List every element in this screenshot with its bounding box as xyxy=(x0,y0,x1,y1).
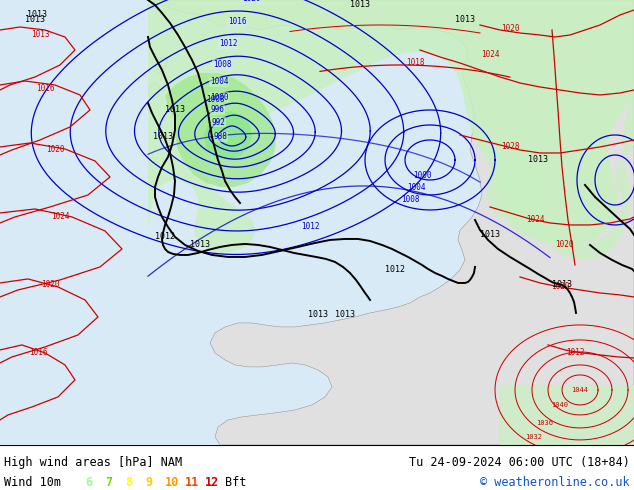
Text: 1020: 1020 xyxy=(242,0,261,3)
Text: 8: 8 xyxy=(125,476,132,489)
Text: 1013: 1013 xyxy=(31,30,49,40)
Polygon shape xyxy=(165,73,276,187)
Text: 1040: 1040 xyxy=(552,402,569,408)
Text: Wind 10m: Wind 10m xyxy=(4,476,61,489)
Text: 1008: 1008 xyxy=(401,196,420,204)
Bar xyxy=(500,385,634,445)
Polygon shape xyxy=(204,111,252,160)
Text: 7: 7 xyxy=(105,476,112,489)
Text: High wind areas [hPa] NAM: High wind areas [hPa] NAM xyxy=(4,456,182,469)
Text: 1013: 1013 xyxy=(455,16,475,24)
Text: 1013: 1013 xyxy=(27,10,47,20)
Text: 1024: 1024 xyxy=(481,50,499,59)
Text: 1013: 1013 xyxy=(165,105,185,115)
Text: 992: 992 xyxy=(212,118,225,127)
Text: 1032: 1032 xyxy=(526,434,543,440)
Text: 1024: 1024 xyxy=(526,216,544,224)
Text: 6: 6 xyxy=(85,476,92,489)
Text: 1020: 1020 xyxy=(501,24,519,33)
Text: 1012: 1012 xyxy=(566,348,585,357)
Text: 1013: 1013 xyxy=(335,311,355,319)
Text: 1016: 1016 xyxy=(228,18,246,26)
Text: 1013: 1013 xyxy=(190,241,210,249)
Text: 1028: 1028 xyxy=(501,143,519,151)
Text: 1012: 1012 xyxy=(301,222,320,231)
Text: 1013: 1013 xyxy=(528,155,548,165)
Text: 1012: 1012 xyxy=(385,266,405,274)
Text: 1008: 1008 xyxy=(213,59,231,69)
Text: 1016: 1016 xyxy=(36,84,55,94)
Text: 1024: 1024 xyxy=(51,213,69,221)
Text: 1036: 1036 xyxy=(536,420,553,426)
Text: 1000: 1000 xyxy=(413,172,432,180)
Text: 1044: 1044 xyxy=(571,387,588,393)
Text: 1004: 1004 xyxy=(407,183,426,193)
Text: 9: 9 xyxy=(145,476,152,489)
Text: 1012: 1012 xyxy=(219,39,237,48)
Text: 1020: 1020 xyxy=(555,241,573,249)
Text: 1013: 1013 xyxy=(480,230,500,240)
Text: 1013: 1013 xyxy=(308,311,328,319)
Text: 1008: 1008 xyxy=(206,96,224,104)
Text: 996: 996 xyxy=(210,105,224,114)
Text: 1013: 1013 xyxy=(25,16,45,24)
Text: 988: 988 xyxy=(213,132,227,142)
Text: 1012: 1012 xyxy=(155,232,175,242)
Text: 1013: 1013 xyxy=(153,132,173,142)
Polygon shape xyxy=(148,0,634,253)
Text: 1000: 1000 xyxy=(210,93,228,102)
Text: © weatheronline.co.uk: © weatheronline.co.uk xyxy=(481,476,630,489)
Text: 1013: 1013 xyxy=(350,0,370,9)
Text: 1020: 1020 xyxy=(41,280,59,290)
Polygon shape xyxy=(155,57,168,73)
Text: 12: 12 xyxy=(205,476,219,489)
Text: 1018: 1018 xyxy=(406,58,424,68)
Text: 1020: 1020 xyxy=(551,282,569,292)
Polygon shape xyxy=(148,83,160,100)
Text: Bft: Bft xyxy=(225,476,247,489)
Polygon shape xyxy=(148,0,634,445)
Text: 1020: 1020 xyxy=(46,146,64,154)
Text: 11: 11 xyxy=(185,476,199,489)
Text: Tu 24-09-2024 06:00 UTC (18+84): Tu 24-09-2024 06:00 UTC (18+84) xyxy=(409,456,630,469)
Text: 1004: 1004 xyxy=(210,77,229,86)
Polygon shape xyxy=(485,0,634,260)
Text: 1013: 1013 xyxy=(552,280,572,290)
Text: 10: 10 xyxy=(165,476,179,489)
Text: 1016: 1016 xyxy=(29,348,48,357)
